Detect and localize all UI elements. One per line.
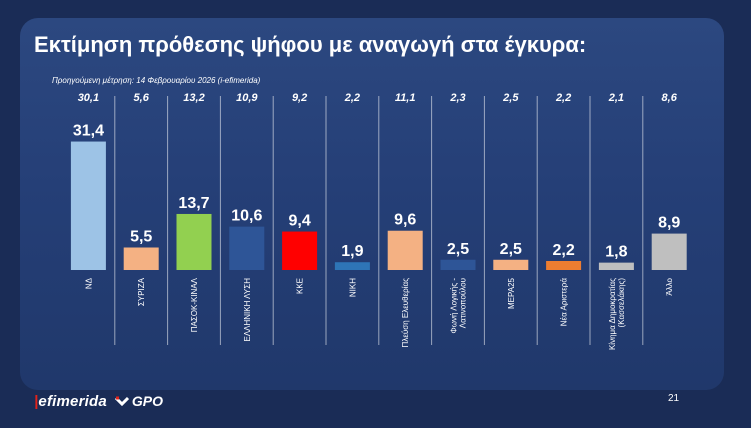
content-panel xyxy=(20,18,724,390)
tick-label-line: Άλλο xyxy=(665,277,674,295)
previous-value-label: 11,1 xyxy=(395,92,416,104)
gpo-logo: GPO xyxy=(114,393,163,409)
tick-label-line: ΚΚΕ xyxy=(296,278,305,294)
previous-value-label: 5,6 xyxy=(134,92,150,104)
page-number: 21 xyxy=(668,393,680,404)
previous-value-label: 2,1 xyxy=(608,92,624,104)
tick-label-line: ΠΑΣΟΚ-ΚΙΝΑΛ xyxy=(190,277,199,332)
tick-label-line: ΣΥΡΙΖΑ xyxy=(137,277,146,306)
data-label: 1,8 xyxy=(605,244,627,261)
tick-label-line: Λατινοπούλου xyxy=(459,278,468,328)
tick-label-line: (Κασσελάκης) xyxy=(617,278,626,328)
bar xyxy=(282,231,318,270)
tick-label: Νέα Αριστερά xyxy=(560,278,569,327)
previous-value-label: 8,6 xyxy=(662,92,678,104)
tick-label: Πλεύση Ελευθερίας xyxy=(401,278,410,348)
data-label: 31,4 xyxy=(73,123,104,140)
previous-value-label: 2,2 xyxy=(344,92,360,104)
bar xyxy=(651,233,687,270)
bar xyxy=(598,262,634,270)
data-label: 2,2 xyxy=(552,242,574,259)
tick-label: Κίνημα Δημοκρατίας(Κασσελάκης) xyxy=(608,278,626,350)
previous-value-label: 10,9 xyxy=(236,92,258,104)
tick-label-line: ΝΙΚΗ xyxy=(348,278,357,297)
tick-label-line: Πλεύση Ελευθερίας xyxy=(401,278,410,348)
bar xyxy=(229,226,265,270)
footer-logos: |efimerida GPO xyxy=(34,392,163,410)
data-label: 10,6 xyxy=(231,208,262,225)
tick-label: ΜΕΡΑ25 xyxy=(507,277,516,309)
previous-value-label: 2,2 xyxy=(555,92,571,104)
bar xyxy=(440,259,476,270)
page-title: Εκτίμηση πρόθεσης ψήφου με αναγωγή στα έ… xyxy=(34,32,587,57)
tick-label-line: ΝΔ xyxy=(84,277,93,289)
data-label: 9,6 xyxy=(394,212,416,229)
tick-label: ΕΛΛΗΝΙΚΗ ΛΥΣΗ xyxy=(243,278,252,342)
data-label: 2,5 xyxy=(500,241,522,258)
previous-measurement-note: Προηγούμενη μέτρηση: 14 Φεβρουαρίου 2026… xyxy=(52,76,261,85)
data-label: 1,9 xyxy=(341,243,363,260)
bar xyxy=(334,262,370,270)
bar xyxy=(123,247,159,270)
previous-value-label: 13,2 xyxy=(183,92,204,104)
tick-label-line: Φωνή Λογικής - xyxy=(450,278,459,334)
tick-label: ΠΑΣΟΚ-ΚΙΝΑΛ xyxy=(190,277,199,332)
bar xyxy=(176,213,212,270)
tick-label: Άλλο xyxy=(665,277,674,295)
tick-label: ΣΥΡΙΖΑ xyxy=(137,277,146,306)
tick-label-line: ΜΕΡΑ25 xyxy=(507,277,516,309)
previous-value-label: 30,1 xyxy=(78,92,99,104)
data-label: 8,9 xyxy=(658,215,680,232)
data-label: 2,5 xyxy=(447,241,469,258)
gpo-mark-icon xyxy=(114,396,129,406)
bar xyxy=(546,261,582,270)
efimerida-logo: |efimerida xyxy=(34,392,107,410)
previous-value-label: 2,3 xyxy=(449,92,465,104)
bar xyxy=(70,141,106,270)
tick-label: ΝΙΚΗ xyxy=(348,278,357,297)
data-label: 13,7 xyxy=(178,195,209,212)
tick-label-line: Νέα Αριστερά xyxy=(560,278,569,327)
previous-value-label: 9,2 xyxy=(292,92,307,104)
tick-label-line: ΕΛΛΗΝΙΚΗ ΛΥΣΗ xyxy=(243,278,252,342)
tick-label-line: Κίνημα Δημοκρατίας xyxy=(608,278,617,350)
bar xyxy=(387,230,423,270)
data-label: 5,5 xyxy=(130,229,152,246)
tick-label: ΚΚΕ xyxy=(296,278,305,294)
efimerida-logo-mark: | xyxy=(34,392,39,410)
tick-label: Φωνή Λογικής -Λατινοπούλου xyxy=(450,278,468,334)
tick-label: ΝΔ xyxy=(84,277,93,289)
data-label: 9,4 xyxy=(288,213,310,230)
bar xyxy=(493,259,529,270)
previous-value-label: 2,5 xyxy=(502,92,519,104)
